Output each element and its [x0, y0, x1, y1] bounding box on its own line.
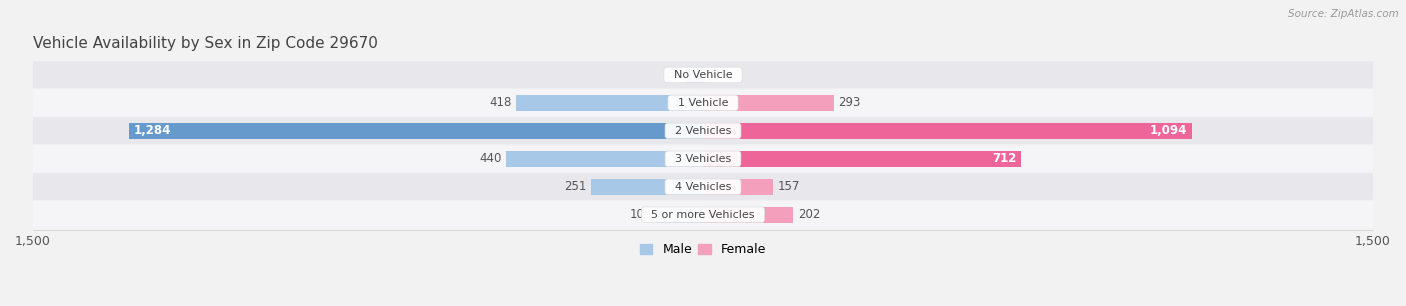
Text: 4: 4: [709, 69, 717, 81]
Text: 1,284: 1,284: [134, 124, 172, 137]
Text: 1,094: 1,094: [1150, 124, 1187, 137]
Bar: [703, 179, 773, 195]
Bar: [591, 179, 703, 195]
Text: 2 Vehicles: 2 Vehicles: [668, 126, 738, 136]
Text: 712: 712: [993, 152, 1017, 165]
Bar: [516, 95, 703, 111]
FancyBboxPatch shape: [32, 201, 1374, 228]
Text: 1 Vehicle: 1 Vehicle: [671, 98, 735, 108]
FancyBboxPatch shape: [32, 173, 1374, 200]
Bar: [129, 123, 703, 139]
FancyBboxPatch shape: [32, 145, 1374, 172]
Text: Vehicle Availability by Sex in Zip Code 29670: Vehicle Availability by Sex in Zip Code …: [32, 36, 378, 51]
Text: 440: 440: [479, 152, 502, 165]
Bar: [686, 67, 703, 83]
FancyBboxPatch shape: [32, 118, 1374, 144]
Text: 3 Vehicles: 3 Vehicles: [668, 154, 738, 164]
Bar: [703, 207, 793, 223]
Text: 38: 38: [666, 69, 682, 81]
Text: 105: 105: [630, 208, 651, 221]
Legend: Male, Female: Male, Female: [636, 238, 770, 261]
Text: No Vehicle: No Vehicle: [666, 70, 740, 80]
Text: 157: 157: [778, 180, 800, 193]
FancyBboxPatch shape: [32, 89, 1374, 116]
Text: 4 Vehicles: 4 Vehicles: [668, 182, 738, 192]
Text: 5 or more Vehicles: 5 or more Vehicles: [644, 210, 762, 220]
Bar: [657, 207, 703, 223]
Text: 418: 418: [489, 96, 512, 109]
Text: 251: 251: [564, 180, 586, 193]
Bar: [703, 95, 834, 111]
FancyBboxPatch shape: [32, 62, 1374, 88]
Text: Source: ZipAtlas.com: Source: ZipAtlas.com: [1288, 9, 1399, 19]
Bar: [506, 151, 703, 167]
Text: 293: 293: [838, 96, 860, 109]
Bar: [703, 151, 1021, 167]
Bar: [703, 67, 704, 83]
Bar: [703, 123, 1192, 139]
Text: 202: 202: [797, 208, 820, 221]
